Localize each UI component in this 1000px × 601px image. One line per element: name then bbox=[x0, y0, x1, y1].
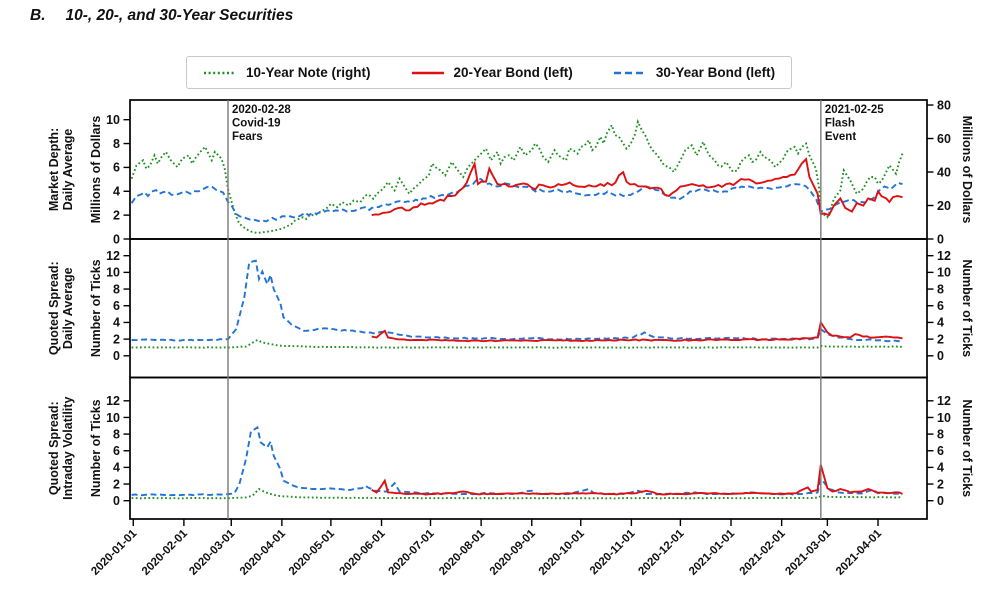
legend-marker-dashed-line-icon bbox=[613, 71, 646, 74]
legend-item-30-year-bond: 30-Year Bond (left) bbox=[613, 65, 775, 80]
y-tick-label-left: 8 bbox=[113, 282, 120, 296]
y-tick-label-right: 4 bbox=[937, 461, 944, 475]
series-line-30-year-bond-left- bbox=[131, 425, 903, 497]
y-tick-label-left: 0 bbox=[113, 349, 120, 363]
y-tick-label-right: 12 bbox=[937, 394, 951, 408]
panel-frame-quoted-spread-intraday-volatility bbox=[129, 376, 928, 520]
x-tick-label: 2020-07-01 bbox=[387, 527, 438, 578]
x-tick-label: 2020-11-01 bbox=[588, 527, 638, 577]
event-annotation-line: Flash bbox=[825, 118, 855, 130]
y-tick-label-left: 12 bbox=[106, 394, 120, 408]
y-tick-label-left: 4 bbox=[113, 185, 120, 199]
y-tick-label-right: 0 bbox=[937, 494, 944, 508]
y-tick-label-right: 4 bbox=[937, 316, 944, 330]
event-annotation-line: Event bbox=[825, 131, 856, 143]
legend-label-30-year-bond: 30-Year Bond (left) bbox=[655, 65, 776, 80]
y-axis-unit-label-right: Number of Ticks bbox=[960, 259, 974, 357]
event-annotation-line: Fears bbox=[232, 131, 263, 143]
series-line-30-year-bond-left- bbox=[131, 259, 903, 343]
legend-label-20-year-bond: 20-Year Bond (left) bbox=[453, 65, 573, 80]
title-text: 10-, 20-, and 30-Year Securities bbox=[65, 7, 294, 24]
y-tick-label-left: 2 bbox=[113, 477, 120, 491]
series-line-20-year-bond-left- bbox=[371, 319, 903, 343]
x-tick-label: 2020-06-01 bbox=[338, 527, 389, 578]
legend: 10-Year Note (right) 20-Year Bond (left)… bbox=[186, 56, 793, 89]
x-tick-label: 2020-03-01 bbox=[187, 527, 238, 578]
y-axis-group-label-line2: Daily Average bbox=[61, 267, 75, 349]
y-tick-label-right: 6 bbox=[937, 299, 944, 313]
series-line-30-year-bond-left- bbox=[130, 177, 903, 223]
series-line-20-year-bond-left- bbox=[371, 464, 903, 496]
y-tick-label-left: 10 bbox=[106, 113, 120, 127]
legend-label-10-year-note: 10-Year Note (right) bbox=[246, 65, 371, 80]
event-annotation-line: 2021-02-25 bbox=[825, 104, 884, 116]
event-annotation-line: Covid-19 bbox=[232, 118, 281, 130]
panel-frame-quoted-spread-daily-average bbox=[129, 238, 928, 379]
legend-marker-solid-line-icon bbox=[411, 71, 444, 74]
x-tick-label: 2020-09-01 bbox=[488, 527, 539, 578]
y-axis-group-label-line1: Market Depth: bbox=[47, 128, 61, 211]
y-tick-label-right: 0 bbox=[937, 232, 944, 246]
x-tick-label: 2020-10-01 bbox=[537, 527, 588, 578]
x-tick-label: 2020-01-01 bbox=[89, 527, 140, 578]
y-axis-group-label-line2: Daily Average bbox=[61, 129, 75, 211]
x-tick-label: 2020-05-01 bbox=[287, 527, 338, 578]
series-line-10-year-note-right- bbox=[131, 338, 903, 349]
y-tick-label-left: 10 bbox=[106, 266, 120, 280]
y-tick-label-right: 2 bbox=[937, 477, 944, 491]
y-tick-label-right: 10 bbox=[937, 411, 951, 425]
y-axis-group-label-line1: Quoted Spread: bbox=[47, 261, 61, 355]
y-tick-label-left: 2 bbox=[113, 332, 120, 346]
x-tick-label: 2021-02-01 bbox=[738, 527, 789, 578]
x-tick-label: 2021-04-01 bbox=[834, 527, 885, 578]
y-tick-label-left: 2 bbox=[113, 208, 120, 222]
y-axis-unit-label-left: Number of Ticks bbox=[89, 259, 103, 357]
y-tick-label-right: 2 bbox=[937, 332, 944, 346]
y-tick-label-left: 8 bbox=[113, 427, 120, 441]
y-tick-label-right: 20 bbox=[937, 199, 951, 213]
event-annotation-line: 2020-02-28 bbox=[232, 104, 291, 116]
y-tick-label-right: 8 bbox=[937, 427, 944, 441]
x-tick-label: 2021-01-01 bbox=[687, 527, 738, 578]
series-line-20-year-bond-left- bbox=[371, 157, 903, 217]
y-axis-group-label-line2: Intraday Volatility bbox=[61, 397, 75, 500]
title-prefix: B. bbox=[30, 7, 46, 24]
x-tick-label: 2020-02-01 bbox=[140, 527, 191, 578]
y-axis-unit-label-left: Millions of Dollars bbox=[89, 116, 103, 224]
y-tick-label-left: 4 bbox=[113, 461, 120, 475]
y-axis-group-label-line1: Quoted Spread: bbox=[47, 401, 61, 495]
y-axis-unit-label-right: Millions of Dollars bbox=[960, 116, 974, 224]
y-tick-label-left: 0 bbox=[113, 494, 120, 508]
y-tick-label-right: 6 bbox=[937, 444, 944, 458]
y-tick-label-right: 8 bbox=[937, 282, 944, 296]
y-tick-label-right: 0 bbox=[937, 349, 944, 363]
y-tick-label-right: 60 bbox=[937, 132, 951, 146]
x-tick-label: 2020-08-01 bbox=[437, 527, 488, 578]
x-tick-label: 2020-12-01 bbox=[636, 527, 687, 578]
y-tick-label-left: 6 bbox=[113, 444, 120, 458]
page-title: B. 10-, 20-, and 30-Year Securities bbox=[30, 7, 293, 25]
y-tick-label-left: 0 bbox=[113, 232, 120, 246]
y-tick-label-left: 6 bbox=[113, 299, 120, 313]
y-tick-label-right: 80 bbox=[937, 98, 951, 112]
y-tick-label-right: 10 bbox=[937, 266, 951, 280]
y-axis-unit-label-left: Number of Ticks bbox=[89, 399, 103, 497]
y-tick-label-left: 8 bbox=[113, 137, 120, 151]
legend-marker-dotted-line-icon bbox=[204, 71, 236, 74]
x-tick-label: 2021-03-01 bbox=[783, 527, 834, 578]
y-tick-label-left: 6 bbox=[113, 161, 120, 175]
y-tick-label-right: 40 bbox=[937, 165, 951, 179]
y-tick-label-left: 10 bbox=[106, 411, 120, 425]
legend-item-10-year-note: 10-Year Note (right) bbox=[203, 65, 371, 80]
series-line-10-year-note-right- bbox=[131, 487, 903, 500]
y-tick-label-left: 12 bbox=[106, 249, 120, 263]
y-tick-label-left: 4 bbox=[113, 316, 120, 330]
x-tick-label: 2020-04-01 bbox=[238, 527, 289, 578]
y-axis-unit-label-right: Number of Ticks bbox=[960, 399, 974, 497]
y-tick-label-right: 12 bbox=[937, 249, 951, 263]
series-line-10-year-note-right- bbox=[130, 118, 904, 235]
legend-item-20-year-bond: 20-Year Bond (left) bbox=[411, 65, 573, 80]
